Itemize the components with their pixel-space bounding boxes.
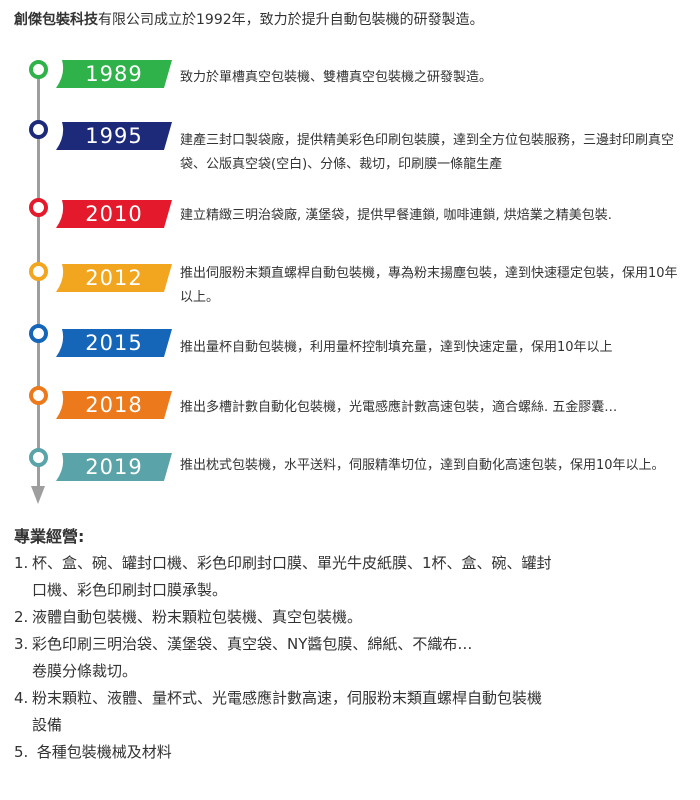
year-tag: 2019: [56, 453, 172, 481]
business-item: 4. 粉末顆粒、液體、量杯式、光電感應計數高速，伺服粉末類直螺桿自動包裝機 設備: [14, 685, 694, 739]
timeline-dot: [29, 198, 48, 217]
item-text: 液體自動包裝機、粉末顆粒包裝機、真空包裝機。: [32, 608, 363, 626]
item-text: 彩色印刷三明治袋、漢堡袋、真空袋、NY醬包膜、綿紙、不織布…: [32, 635, 473, 653]
year-tag-shape: [56, 60, 172, 88]
timeline-dot: [29, 448, 48, 467]
item-continuation: 卷膜分條裁切。: [32, 662, 138, 680]
item-number: 3.: [14, 635, 29, 653]
year-tag: 2010: [56, 200, 172, 228]
item-text: 各種包裝機械及材料: [32, 743, 172, 761]
year-tag: 2012: [56, 264, 172, 292]
year-tag: 2018: [56, 391, 172, 419]
item-continuation: 口機、彩色印刷封口膜承製。: [32, 581, 228, 599]
item-text: 粉末顆粒、液體、量杯式、光電感應計數高速，伺服粉末類直螺桿自動包裝機: [32, 689, 543, 707]
timeline-description: 推出多槽計數自動化包裝機，光電感應計數高速包裝，適合螺絲. 五金膠囊…: [180, 400, 618, 415]
year-label: 2019: [85, 455, 143, 479]
year-label: 2012: [85, 266, 143, 290]
timeline-dot: [29, 386, 48, 405]
timeline-description: 推出伺服粉末類直螺桿自動包裝機，專為粉末揚塵包裝，達到快速穩定包裝，保用10年以…: [180, 266, 678, 305]
business-item: 3. 彩色印刷三明治袋、漢堡袋、真空袋、NY醬包膜、綿紙、不織布… 卷膜分條裁切。: [14, 631, 694, 685]
year-tag: 2015: [56, 329, 172, 357]
timeline-dot: [29, 324, 48, 343]
timeline-description: 推出量杯自動包裝機，利用量杯控制填充量，達到快速定量，保用10年以上: [180, 340, 613, 355]
year-label: 2010: [85, 202, 143, 226]
year-tag-shape: [56, 122, 172, 150]
timeline-description: 建立精緻三明治袋廠, 漢堡袋，提供早餐連鎖, 咖啡連鎖, 烘焙業之精美包裝.: [180, 208, 612, 223]
timeline-dot: [29, 262, 48, 281]
business-title: 專業經營:: [14, 527, 85, 546]
year-label: 1989: [85, 62, 143, 86]
item-number: 2.: [14, 608, 29, 626]
timeline-description: 推出枕式包裝機，水平送料，伺服精準切位，達到自動化高速包裝，保用10年以上。: [180, 458, 665, 473]
year-tag-shape: [56, 200, 172, 228]
intro-text: 創傑包裝科技有限公司成立於1992年，致力於提升自動包裝機的研發製造。: [14, 9, 694, 31]
year-tag-shape: [56, 453, 172, 481]
business-item: 1. 杯、盒、碗、罐封口機、彩色印刷封口膜、單光牛皮紙膜、1杯、盒、碗、罐封 口機、…: [14, 550, 694, 604]
year-label: 2015: [85, 331, 143, 355]
timeline-arrow-icon: [31, 486, 45, 504]
item-number: 5.: [14, 743, 29, 761]
intro-sentence: 有限公司成立於1992年，致力於提升自動包裝機的研發製造。: [98, 12, 484, 28]
item-number: 1.: [14, 554, 29, 572]
timeline-description: 致力於單槽真空包裝機、雙槽真空包裝機之研發製造。: [180, 70, 493, 85]
company-name: 創傑包裝科技: [14, 12, 98, 28]
business-item: 2. 液體自動包裝機、粉末顆粒包裝機、真空包裝機。: [14, 604, 694, 631]
business-item: 5. 各種包裝機械及材料: [14, 739, 694, 766]
timeline-dot: [29, 60, 48, 79]
timeline-description: 建產三封口製袋廠，提供精美彩色印刷包裝膜，達到全方位包裝服務，三邊封印刷真空袋、…: [180, 133, 675, 172]
year-tag-shape: [56, 329, 172, 357]
timeline-dot: [29, 120, 48, 139]
year-tag: 1989: [56, 60, 172, 88]
year-label: 2018: [85, 393, 143, 417]
business-list: 1. 杯、盒、碗、罐封口機、彩色印刷封口膜、單光牛皮紙膜、1杯、盒、碗、罐封 口機、…: [14, 550, 694, 766]
history-timeline: 1989 致力於單槽真空包裝機、雙槽真空包裝機之研發製造。 1995 建產三封口…: [29, 60, 678, 504]
item-text: 杯、盒、碗、罐封口機、彩色印刷封口膜、單光牛皮紙膜、1杯、盒、碗、罐封: [32, 554, 552, 572]
year-tag-shape: [56, 264, 172, 292]
item-continuation: 設備: [32, 716, 63, 734]
year-label: 1995: [85, 124, 143, 148]
item-number: 4.: [14, 689, 29, 707]
year-tag: 1995: [56, 122, 172, 150]
year-tag-shape: [56, 391, 172, 419]
